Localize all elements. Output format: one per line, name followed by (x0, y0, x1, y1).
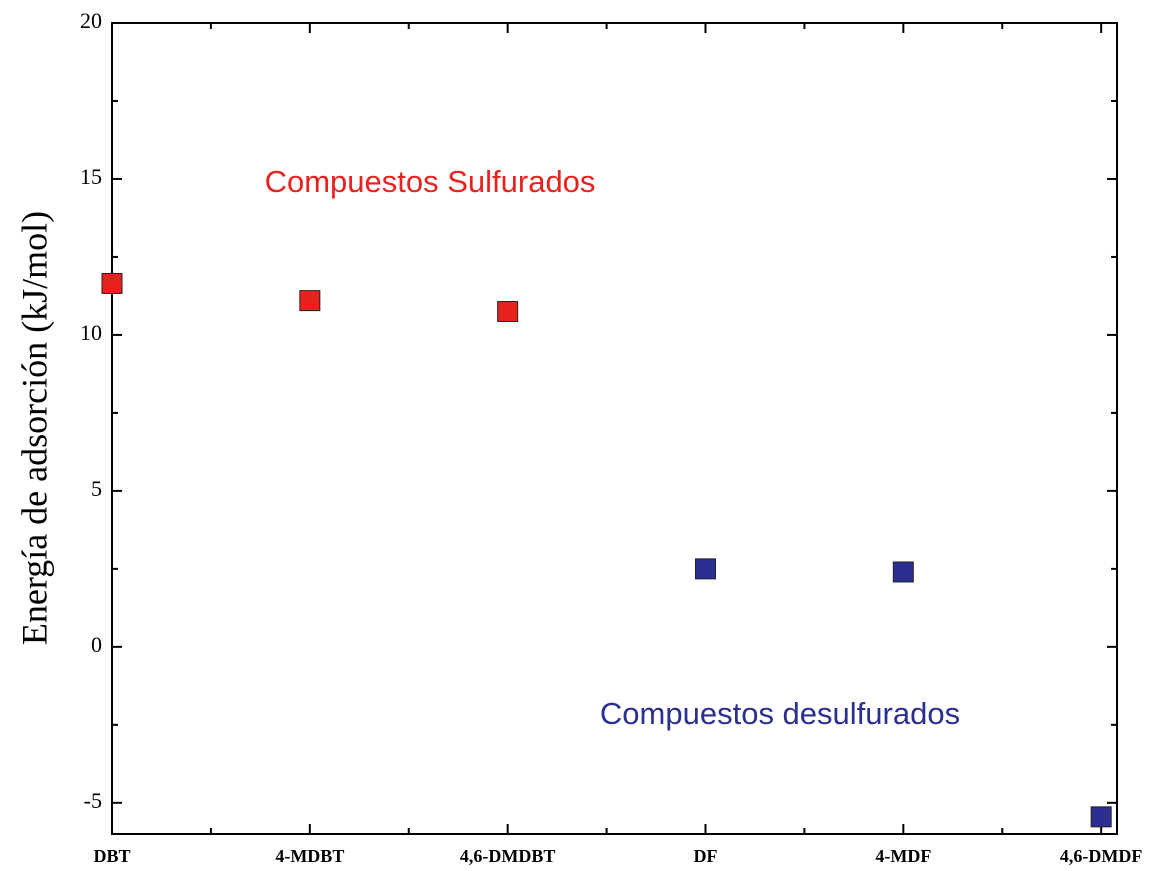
x-tick-label: DBT (93, 846, 130, 866)
page: {"chart_data": {"type": "scatter", "ylab… (0, 0, 1170, 871)
chart: Energía de adsorción (kJ/mol) -5 0 5 10 15 20… (0, 0, 1170, 871)
marker (102, 273, 122, 293)
x-tick-label: 4-MDBT (275, 846, 344, 866)
series-label: Compuestos Sulfurados (265, 164, 596, 199)
marker (893, 562, 913, 582)
marker (1091, 807, 1111, 827)
y-tick-label: -5 (84, 788, 102, 813)
x-tick-label: 4,6-DMDBT (460, 846, 556, 866)
y-tick-label: 15 (80, 164, 102, 189)
y-axis-label: Energía de adsorción (kJ/mol) (14, 211, 54, 645)
marker (498, 302, 518, 322)
series-label: Compuestos desulfurados (600, 696, 960, 731)
marker (696, 559, 716, 579)
x-tick-label: 4,6-DMDF (1060, 846, 1142, 866)
y-tick-label: 20 (80, 8, 102, 33)
y-tick-label: 5 (91, 476, 102, 501)
y-tick-label: 0 (91, 632, 102, 657)
x-tick-label: 4-MDF (875, 846, 931, 866)
y-tick-label: 10 (80, 320, 102, 345)
marker (300, 291, 320, 311)
x-tick-label: DF (694, 846, 718, 866)
